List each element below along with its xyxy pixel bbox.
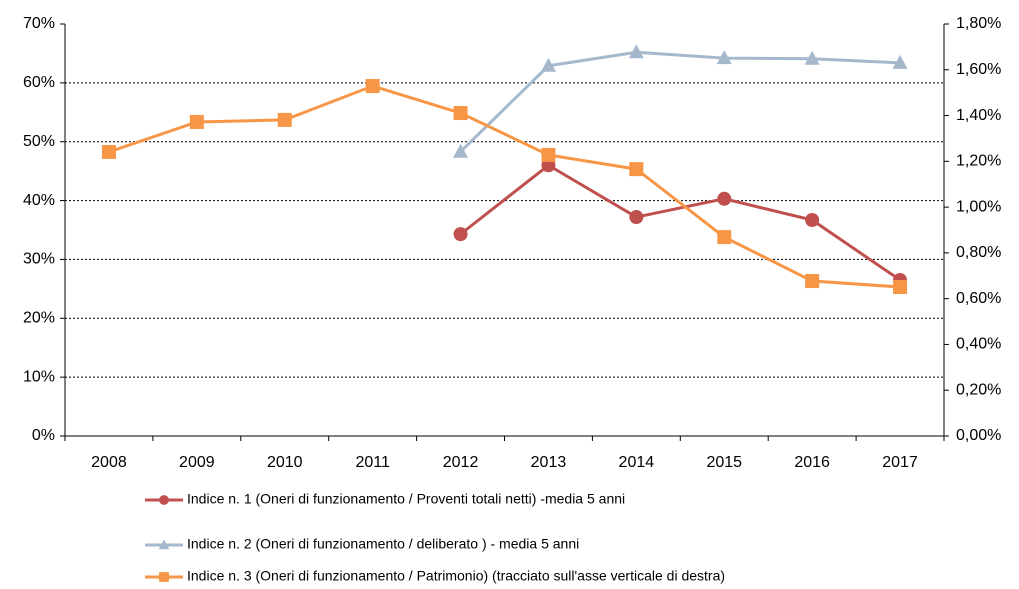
y2-tick-label: 1,60%	[956, 61, 1001, 78]
marker	[453, 106, 468, 121]
x-tick-label: 2016	[794, 454, 830, 471]
marker	[893, 279, 908, 294]
marker	[453, 143, 469, 158]
marker	[365, 79, 380, 94]
x-tick-label: 2017	[882, 454, 918, 471]
y-tick-label: 70%	[23, 15, 55, 32]
marker	[629, 210, 644, 225]
y-tick-label: 30%	[23, 251, 55, 268]
marker	[892, 54, 908, 69]
x-tick-label: 2012	[443, 454, 479, 471]
marker	[717, 230, 732, 245]
marker	[629, 162, 644, 177]
legend-marker	[159, 495, 169, 505]
y-tick-label: 60%	[23, 74, 55, 91]
marker	[540, 57, 556, 72]
y2-tick-label: 0,80%	[956, 244, 1001, 261]
marker	[541, 147, 556, 162]
y2-tick-label: 0,60%	[956, 290, 1001, 307]
legend-marker	[159, 572, 169, 582]
y-tick-label: 0%	[32, 427, 55, 444]
legend-label: Indice n. 3 (Oneri di funzionamento / Pa…	[187, 568, 725, 584]
series-line	[459, 163, 901, 282]
y2-tick-label: 1,20%	[956, 153, 1001, 170]
marker	[805, 212, 820, 227]
legend-marker	[158, 539, 170, 550]
y-tick-label: 40%	[23, 192, 55, 209]
marker	[805, 274, 820, 289]
y-tick-label: 50%	[23, 133, 55, 150]
marker	[453, 227, 468, 242]
legend-label: Indice n. 1 (Oneri di funzionamento / Pr…	[187, 491, 625, 507]
x-tick-label: 2014	[619, 454, 655, 471]
y2-tick-label: 0,40%	[956, 336, 1001, 353]
marker	[101, 144, 116, 159]
marker	[804, 50, 820, 65]
x-tick-label: 2015	[706, 454, 742, 471]
x-tick-label: 2013	[531, 454, 567, 471]
y-tick-label: 20%	[23, 310, 55, 327]
x-tick-label: 2010	[267, 454, 303, 471]
marker	[628, 44, 644, 59]
y2-tick-label: 0,20%	[956, 381, 1001, 398]
y-tick-label: 10%	[23, 368, 55, 385]
x-tick-label: 2008	[91, 454, 127, 471]
marker	[189, 114, 204, 129]
series-line	[459, 50, 901, 153]
y2-tick-label: 0,00%	[956, 427, 1001, 444]
marker	[716, 50, 732, 65]
x-tick-label: 2009	[179, 454, 215, 471]
marker	[717, 191, 732, 206]
y2-tick-label: 1,80%	[956, 15, 1001, 32]
legend-label: Indice n. 2 (Oneri di funzionamento / de…	[187, 536, 579, 552]
y2-tick-label: 1,00%	[956, 198, 1001, 215]
legend: Indice n. 1 (Oneri di funzionamento / Pr…	[145, 491, 725, 584]
y2-tick-label: 1,40%	[956, 107, 1001, 124]
marker	[277, 112, 292, 127]
series-line	[108, 84, 901, 289]
x-tick-label: 2011	[355, 454, 390, 471]
